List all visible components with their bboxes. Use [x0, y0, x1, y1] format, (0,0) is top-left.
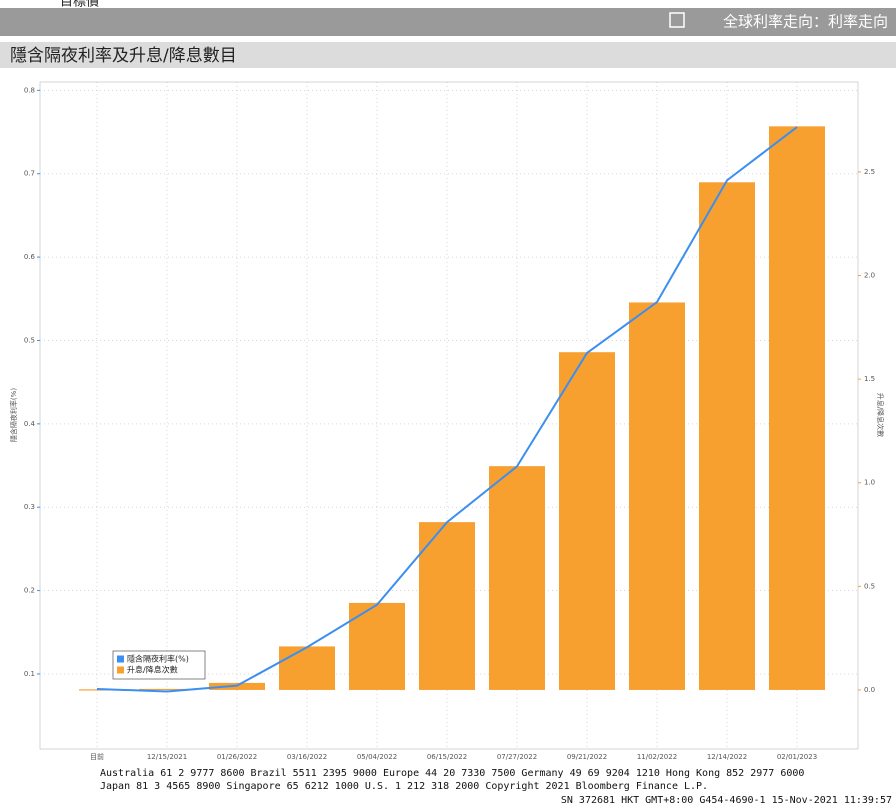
popout-icon[interactable] [669, 12, 685, 28]
legend-label: 升息/降息次數 [127, 665, 178, 675]
x-tick-label: 03/16/2022 [287, 753, 327, 761]
bar [629, 302, 685, 690]
y2-tick-label: 0.0 [864, 686, 875, 694]
legend-swatch [117, 666, 124, 674]
bar [559, 352, 615, 690]
bar [139, 688, 195, 691]
y-axis-title: 隱含隔夜利率(%) [9, 388, 18, 442]
y2-tick-label: 2.5 [864, 168, 875, 176]
y-tick-label: 0.5 [24, 336, 35, 344]
cut-label: 目標價 [60, 0, 99, 10]
y-tick-label: 0.7 [24, 170, 35, 178]
window-title: 全球利率走向：利率走向 [723, 13, 888, 31]
bar [79, 689, 109, 691]
y2-tick-label: 1.0 [864, 479, 875, 487]
x-tick-label: 12/14/2022 [707, 753, 747, 761]
x-tick-label: 12/15/2021 [147, 753, 187, 761]
x-tick-label: 目前 [90, 752, 104, 761]
bar [699, 182, 755, 690]
legend-label: 隱含隔夜利率(%) [127, 654, 189, 664]
legend [112, 650, 206, 680]
footer-line: Japan 81 3 4565 8900 Singapore 65 6212 1… [100, 781, 708, 792]
footer-line: SN 372681 HKT GMT+8:00 G454-4690-1 15-No… [561, 795, 892, 806]
y-tick-label: 0.2 [24, 587, 35, 595]
x-tick-label: 09/21/2022 [567, 753, 607, 761]
x-tick-label: 11/02/2022 [637, 753, 677, 761]
y-tick-label: 0.6 [24, 253, 36, 261]
bar [279, 646, 335, 690]
legend-swatch [117, 655, 124, 663]
bar [349, 602, 405, 690]
y2-tick-label: 2.0 [864, 272, 875, 280]
line [96, 126, 798, 693]
chart-title: 隱含隔夜利率及升息/降息數目 [10, 46, 237, 66]
bar [489, 466, 545, 690]
x-tick-label: 06/15/2022 [427, 753, 467, 761]
bar [769, 126, 825, 690]
footer-line: Australia 61 2 9777 8600 Brazil 5511 239… [100, 768, 804, 779]
x-tick-label: 01/26/2022 [217, 753, 257, 761]
y2-tick-label: 1.5 [864, 375, 875, 383]
top-bar [0, 8, 896, 36]
y-tick-label: 0.1 [24, 670, 35, 678]
x-tick-label: 07/27/2022 [497, 753, 537, 761]
x-tick-label: 05/04/2022 [357, 753, 397, 761]
plot-frame [39, 81, 859, 750]
y2-tick-label: 0.5 [864, 582, 875, 590]
title-bar [0, 42, 896, 68]
y-tick-label: 0.8 [24, 86, 35, 94]
x-tick-label: 02/01/2023 [777, 753, 817, 761]
y2-axis-title: 升息/降息次數 [876, 393, 885, 437]
y-tick-label: 0.3 [24, 503, 35, 511]
y-tick-label: 0.4 [24, 420, 36, 428]
bar [419, 522, 475, 690]
